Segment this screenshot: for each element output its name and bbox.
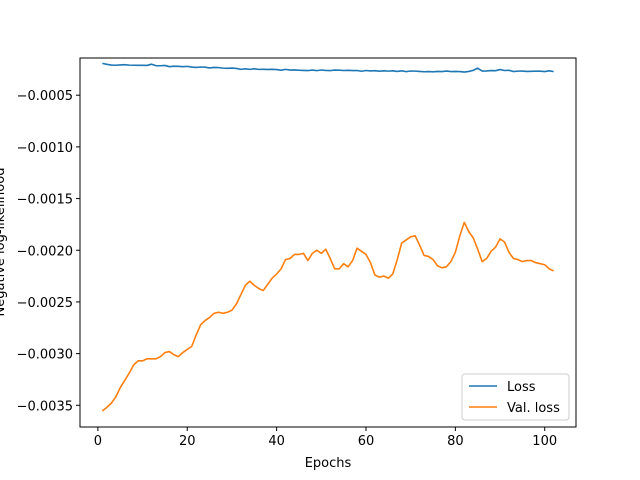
x-tick-label: 40 [268,434,285,449]
x-tick-label: 60 [358,434,375,449]
y-tick-label: −0.0015 [17,193,73,208]
legend-label-val-loss: Val. loss [507,401,560,416]
y-tick-label: −0.0035 [17,399,73,414]
plot-area [80,58,576,427]
y-axis-label: Negative log-likelihood [0,168,8,317]
x-axis-ticks: 0 20 40 60 80 100 [94,427,557,449]
y-tick-label: −0.0020 [17,244,73,259]
y-tick-label: −0.0010 [17,141,73,156]
axes-frame [79,57,577,428]
x-tick-label: 100 [532,434,557,449]
legend-label-loss: Loss [507,380,536,395]
series-layer [101,62,554,412]
series-line-val-loss [101,221,554,412]
legend: Loss Val. loss [461,373,570,421]
x-tick-label: 80 [447,434,464,449]
x-tick-label: 0 [94,434,102,449]
x-tick-label: 20 [179,434,196,449]
y-axis-ticks: −0.0035 −0.0030 −0.0025 −0.0020 −0.0015 −0.00… [17,89,80,414]
y-tick-label: −0.0030 [17,348,73,363]
series-line-loss [102,62,554,73]
y-tick-label: −0.0025 [17,296,73,311]
y-tick-label: −0.0005 [17,89,73,104]
x-axis-label: Epochs [305,456,352,471]
